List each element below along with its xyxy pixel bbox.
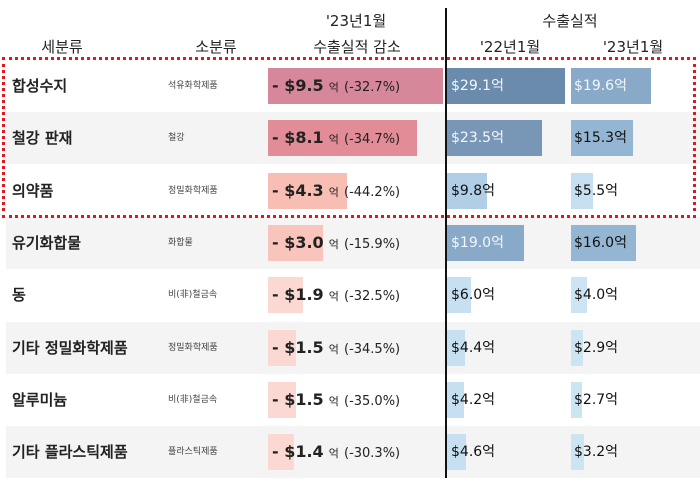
- subcategory-label: 비(非)철금속: [168, 394, 218, 405]
- subcategory-label: 화합물: [168, 237, 193, 248]
- decrease-bar: [268, 224, 324, 261]
- table-row: 기타 정밀화학제품 정밀화학제품 - $1.5 억 (-34.5%) $4.4억 $2.…: [6, 321, 700, 374]
- category-label: 알루미늄: [12, 390, 68, 409]
- export-2023-bar: [571, 224, 636, 261]
- export-2023-value: $4.0억: [574, 287, 619, 304]
- decrease-value: - $4.3 억 (-44.2%): [272, 180, 401, 200]
- highlight-box: [2, 57, 696, 218]
- decrease-bar: [268, 68, 443, 104]
- decrease-value: - $1.5 억 (-35.0%): [272, 389, 401, 409]
- decrease-value: - $3.0 억 (-15.9%): [272, 232, 401, 252]
- export-2023-bar: [571, 381, 582, 418]
- decrease-value: - $1.4 억 (-30.3%): [272, 442, 401, 462]
- category-label: 합성수지: [12, 77, 68, 95]
- header-decrease-label: 수출실적 감소: [313, 38, 401, 56]
- table-row: 알루미늄 비(非)철금속 - $1.5 억 (-35.0%) $4.2억 $2.7억: [6, 374, 700, 426]
- decrease-bar: [268, 277, 303, 314]
- category-label: 의약품: [12, 181, 54, 200]
- decrease-bar: [268, 120, 418, 157]
- subcategory-label: 플라스틱제품: [168, 447, 218, 458]
- header-export-2022: '22년1월: [479, 38, 541, 56]
- header-decrease-period: '23년1월: [325, 12, 387, 30]
- export-2022-bar: [447, 68, 566, 104]
- export-2023-bar: [571, 120, 634, 157]
- decrease-value: - $1.9 억 (-32.5%): [272, 285, 401, 305]
- export-2023-value: $15.3억: [574, 130, 627, 147]
- category-label: 철강 판재: [12, 129, 73, 148]
- export-2022-bar: [447, 224, 525, 261]
- export-2022-bar: [447, 120, 543, 157]
- export-2023-value: $16.0억: [574, 234, 627, 251]
- table-row: 동 비(非)철금속 - $1.9 억 (-32.5%) $6.0억 $4.0억: [6, 269, 700, 321]
- decrease-bar: [268, 329, 296, 366]
- export-2022-bar: [447, 434, 466, 471]
- export-2023-value: $5.5억: [574, 182, 619, 199]
- category-label: 기타 플라스틱제품: [12, 443, 128, 462]
- export-2023-bar: [571, 172, 594, 209]
- table-row: 기타 플라스틱제품 플라스틱제품 - $1.4 억 (-30.3%) $4.6억 $3.…: [6, 426, 700, 479]
- category-label: 기타 정밀화학제품: [12, 338, 128, 357]
- export-2023-bar: [571, 434, 584, 471]
- export-2022-bar: [447, 381, 465, 418]
- subcategory-label: 철강: [168, 133, 185, 144]
- export-2022-value: $4.6억: [451, 444, 496, 461]
- subcategory-label: 비(非)철금속: [168, 290, 218, 301]
- header-export-2023: '23년1월: [602, 38, 664, 56]
- table-row: 의약품 정밀화학제품 - $4.3 억 (-44.2%) $9.8억 $5.5억: [6, 165, 700, 217]
- category-label: 동: [12, 286, 26, 305]
- header-subcategory: 소분류: [195, 38, 237, 56]
- export-2023-bar: [571, 68, 651, 104]
- export-2022-value: $29.1억: [451, 78, 504, 94]
- decrease-value: - $9.5 억 (-32.7%): [272, 76, 401, 95]
- table-row: 합성수지 석유화학제품 - $9.5 억 (-32.7%) $29.1억 $19.6억: [6, 60, 700, 112]
- export-2022-bar: [447, 172, 487, 209]
- header-export-group: 수출실적: [542, 12, 598, 30]
- export-2023-value: $19.6억: [574, 78, 627, 94]
- export-2022-value: $4.4억: [451, 339, 496, 356]
- export-2022-value: $19.0억: [451, 234, 504, 251]
- decrease-value: - $8.1 억 (-34.7%): [272, 128, 401, 148]
- export-2022-value: $23.5억: [451, 130, 504, 147]
- header-category: 세분류: [41, 38, 83, 56]
- decrease-value: - $1.5 억 (-34.5%): [272, 337, 401, 357]
- table-row: 철강 판재 철강 - $8.1 억 (-34.7%) $23.5억 $15.3억: [6, 112, 700, 165]
- export-2023-value: $3.2억: [574, 444, 619, 461]
- subcategory-label: 석유화학제품: [168, 81, 218, 91]
- table-row: 유기화합물 화합물 - $3.0 억 (-15.9%) $19.0억 $16.0억: [6, 216, 700, 269]
- export-2023-bar: [571, 277, 588, 314]
- decrease-bar: [268, 434, 294, 471]
- decrease-bar: [268, 381, 296, 418]
- export-2023-bar: [571, 329, 583, 366]
- subcategory-label: 정밀화학제품: [168, 185, 218, 196]
- export-2023-value: $2.7억: [574, 391, 619, 408]
- export-2022-bar: [447, 329, 465, 366]
- export-2022-value: $6.0억: [451, 287, 496, 304]
- export-2023-value: $2.9억: [574, 339, 619, 356]
- export-2022-value: $4.2억: [451, 391, 496, 408]
- export-2022-bar: [447, 277, 472, 314]
- export-2022-value: $9.8억: [451, 182, 496, 199]
- column-divider: [445, 8, 447, 478]
- subcategory-label: 정밀화학제품: [168, 342, 218, 353]
- category-label: 유기화합물: [12, 233, 82, 252]
- decrease-bar: [268, 172, 348, 209]
